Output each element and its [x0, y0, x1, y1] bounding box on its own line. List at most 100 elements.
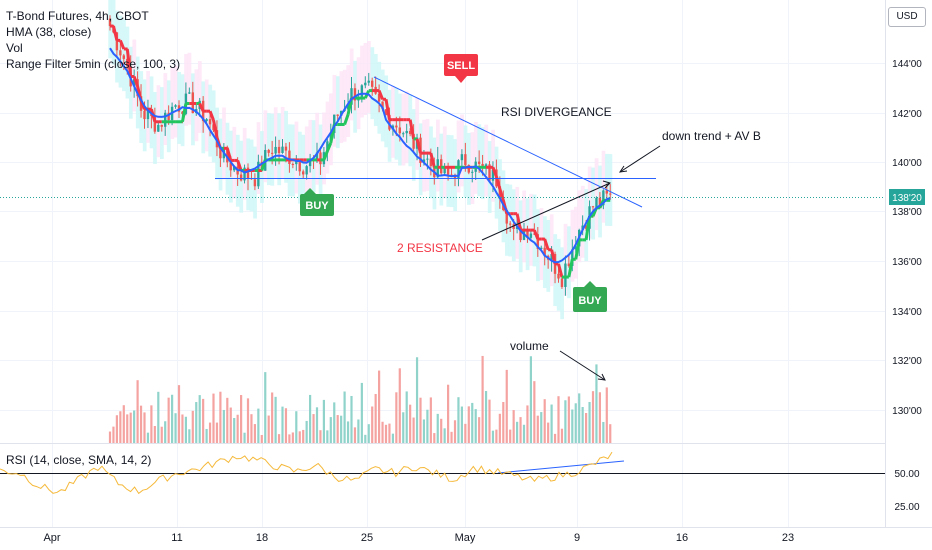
filter-segment [384, 99, 391, 120]
candle-body [453, 174, 457, 179]
volume-bar [509, 429, 512, 443]
candle-body [336, 114, 339, 116]
volume-bar [557, 396, 560, 443]
resistance-note[interactable]: 2 RESISTANCE [397, 241, 483, 255]
time-tick-label: 11 [171, 532, 182, 544]
candle-body [122, 55, 125, 59]
price-axis[interactable]: 144'00 142'00 140'00 138'00 136'00 134'00 132'… [885, 0, 923, 527]
volume-bar [484, 391, 488, 443]
candle-body [326, 141, 329, 153]
volume-bar [378, 370, 381, 443]
candle-body [381, 101, 384, 110]
volume-bar [246, 398, 250, 443]
candle-body [491, 169, 495, 181]
candle-body [591, 206, 595, 208]
candle-body [319, 152, 322, 165]
volume-bar [498, 413, 501, 443]
volume-bar [364, 434, 367, 443]
volume-bar [516, 421, 519, 443]
volume-bar [433, 433, 436, 443]
candle-body [174, 105, 177, 107]
volume-bar [122, 405, 125, 443]
candle-body [146, 110, 150, 120]
volume-bar [474, 409, 477, 443]
volume-bar [126, 414, 129, 443]
candle-body [460, 154, 464, 161]
candle-body [446, 166, 450, 175]
candle-body [308, 159, 312, 167]
range-filter-indicator-label[interactable]: Range Filter 5min (close, 100, 3) [6, 57, 181, 71]
filter-segment [498, 188, 505, 201]
candle-body [233, 166, 236, 171]
down-trend-line[interactable] [373, 76, 643, 208]
band-segment [391, 85, 395, 158]
volume-bar [298, 431, 301, 443]
volume-bar [226, 397, 229, 443]
volume-bar [229, 407, 232, 443]
volume-bar [243, 432, 246, 443]
candle-body [605, 190, 608, 194]
vol-indicator-label[interactable]: Vol [6, 41, 23, 55]
candle-body [164, 112, 167, 127]
filter-segment [212, 119, 219, 138]
volume-bar [329, 417, 332, 443]
volume-bar [540, 412, 543, 443]
filter-segment [225, 147, 233, 161]
candle-body [205, 119, 208, 122]
band-segment [232, 126, 237, 199]
candle-body [208, 119, 212, 125]
volume-bar [171, 394, 174, 443]
volume-bar [578, 393, 581, 443]
volume-bar [371, 406, 374, 443]
volume-bar [319, 430, 322, 443]
candle-body [429, 158, 433, 167]
volume-bar [288, 434, 291, 443]
currency-button[interactable]: USD [888, 7, 926, 27]
volume-bar [222, 409, 225, 443]
time-tick-label: 18 [256, 532, 268, 544]
band-segment [242, 127, 247, 200]
volume-bars [108, 355, 612, 443]
volume-bar [464, 423, 467, 443]
candle-body [412, 134, 415, 149]
candle-body [574, 246, 577, 250]
volume-note[interactable]: volume [510, 339, 549, 353]
volume-bar [553, 433, 557, 443]
volume-bar [336, 415, 339, 443]
symbol-title[interactable]: T-Bond Futures, 4h, CBOT [6, 9, 149, 23]
candle-body [377, 93, 381, 102]
volume-bar [522, 424, 526, 443]
price-tick-label: 130'00 [892, 406, 922, 417]
candle-body [315, 152, 319, 160]
volume-bar [219, 391, 222, 443]
volume-bar [112, 426, 115, 443]
volume-bar [447, 384, 450, 443]
candle-body [477, 161, 481, 164]
hma-indicator-label[interactable]: HMA (38, close) [6, 25, 92, 39]
band-segment [335, 76, 340, 149]
volume-bar [560, 428, 564, 443]
volume-bar [547, 422, 550, 443]
candle-body [519, 226, 522, 241]
volume-bar [450, 431, 453, 443]
candle-body [360, 85, 364, 97]
rsi-indicator-label[interactable]: RSI (14, close, SMA, 14, 2) [6, 453, 152, 467]
band-segment [539, 208, 544, 280]
volume-bar [129, 412, 132, 443]
rsi-divergence-note[interactable]: RSI DIVERGEANCE [501, 105, 612, 119]
candle-body [457, 160, 460, 179]
candle-body [543, 247, 546, 256]
candle-body [450, 174, 453, 176]
volume-bar [409, 404, 412, 443]
filter-segment [408, 119, 416, 140]
sell-signal: SELL [444, 54, 478, 83]
time-tick-label: May [455, 532, 476, 544]
candle-body [529, 233, 533, 238]
volume-bar [405, 391, 408, 443]
candle-body [132, 79, 136, 87]
down-trend-note[interactable]: down trend + AV B [662, 129, 761, 143]
price-tick-label: 132'00 [892, 356, 922, 367]
time-axis[interactable]: Apr 11 18 25 May 9 16 23 [0, 527, 932, 545]
candle-body [367, 80, 370, 83]
